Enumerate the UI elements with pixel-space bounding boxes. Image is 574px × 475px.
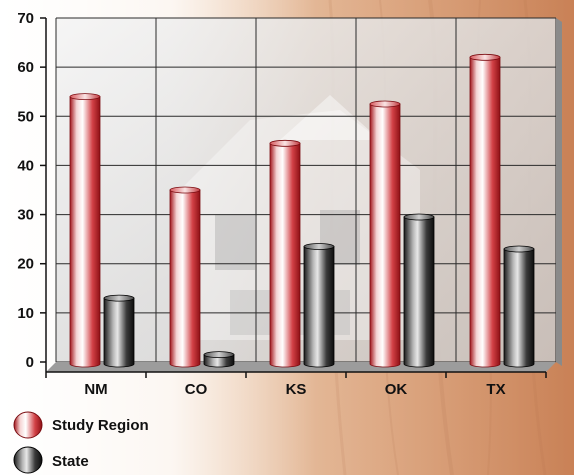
bar-state xyxy=(103,294,135,368)
x-tick-label: NM xyxy=(84,381,107,398)
bar-study-region xyxy=(169,186,201,368)
bar-state xyxy=(303,243,335,368)
tick-labels: 0 10 20 30 40 50 60 70 NM CO KS OK TX xyxy=(17,10,505,398)
y-tick-label: 60 xyxy=(17,59,34,76)
y-tick-label: 40 xyxy=(17,157,34,174)
y-tick-label: 50 xyxy=(17,108,34,125)
legend-item-state: State xyxy=(13,446,89,474)
bar-study-region xyxy=(269,139,301,368)
plot-right-edge xyxy=(556,18,562,366)
bar-state xyxy=(403,213,435,368)
axes xyxy=(40,17,547,378)
y-tick-label: 20 xyxy=(17,256,34,273)
legend-label-state: State xyxy=(52,453,89,470)
bar-state xyxy=(503,245,535,368)
x-tick-label: CO xyxy=(185,381,208,398)
y-tick-label: 70 xyxy=(17,10,34,27)
x-tick-label: TX xyxy=(486,381,505,398)
legend-swatch-state xyxy=(13,446,43,474)
bar-study-region xyxy=(69,93,101,368)
bar-study-region xyxy=(469,53,501,368)
y-tick-label: 30 xyxy=(17,207,34,224)
x-tick-label: KS xyxy=(286,381,307,398)
x-tick-label: OK xyxy=(385,381,408,398)
y-tick-label: 10 xyxy=(17,305,34,322)
legend-swatch-study-region xyxy=(13,411,43,439)
bars xyxy=(69,53,535,368)
legend-label-study-region: Study Region xyxy=(52,417,149,434)
y-tick-label: 0 xyxy=(26,354,34,371)
legend: Study Region State xyxy=(13,411,149,474)
bar-state xyxy=(203,351,235,368)
bar-study-region xyxy=(369,100,401,368)
legend-item-study-region: Study Region xyxy=(13,411,149,439)
